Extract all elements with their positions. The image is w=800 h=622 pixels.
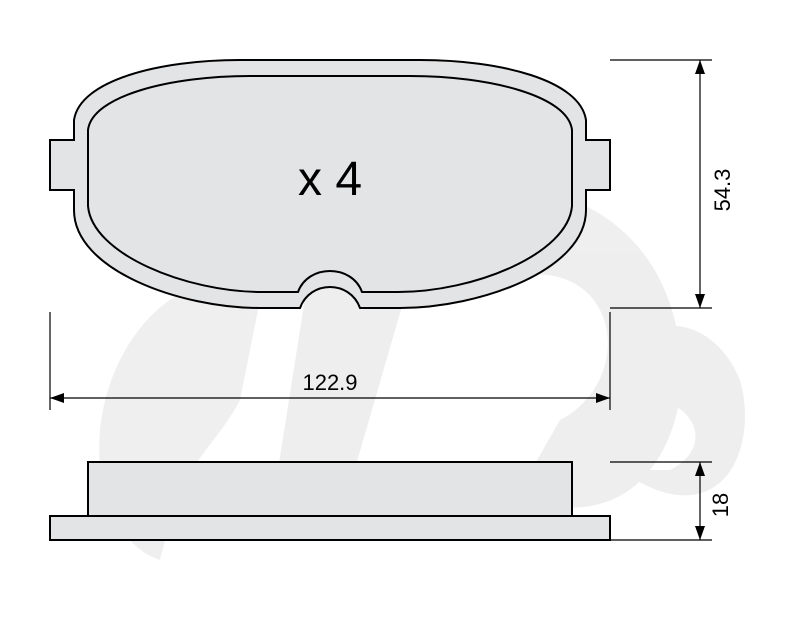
dimension-width-value: 122.9 [302,370,357,395]
technical-drawing: x 4 54.3 122.9 18 [0,0,800,622]
side-friction-fill [88,462,572,516]
dimension-height-value: 54.3 [710,169,735,212]
brake-pad-side-view [50,462,610,540]
side-backing-plate-fill [50,516,610,540]
dimension-thickness-value: 18 [708,493,733,517]
brake-pad-face-view: x 4 [50,60,610,308]
quantity-label: x 4 [298,153,362,206]
